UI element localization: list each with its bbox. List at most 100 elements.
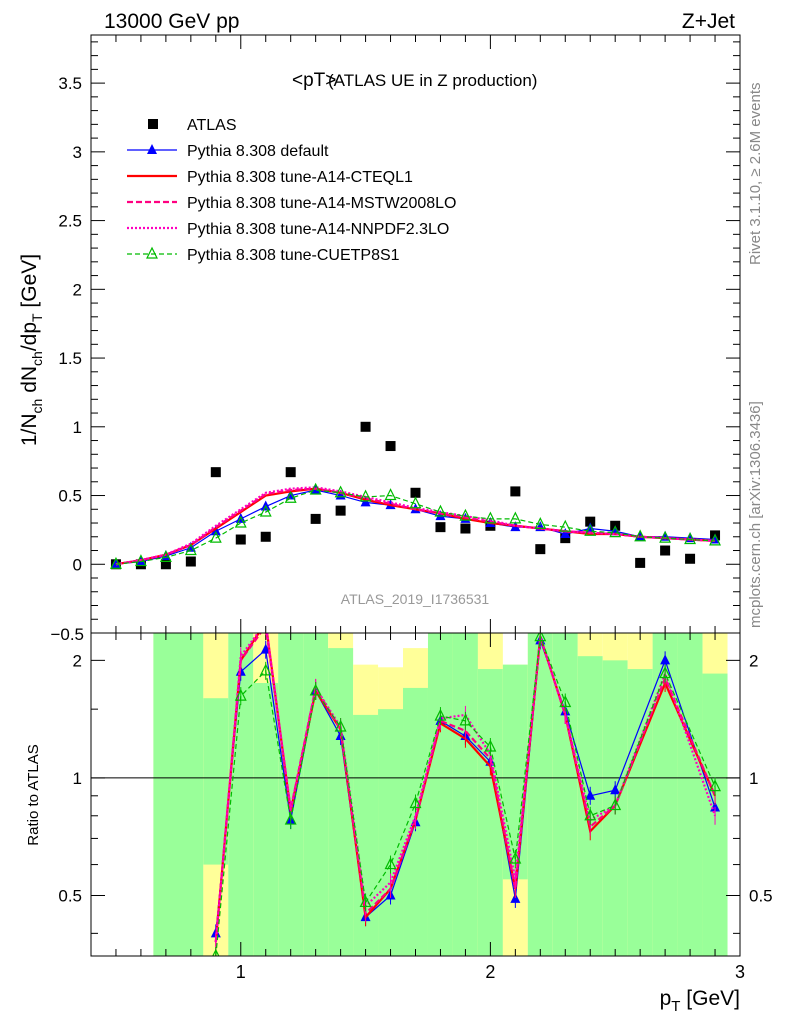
ratio-series-marker	[284, 812, 297, 825]
main-series-marker	[434, 504, 447, 517]
main-series-marker	[659, 530, 672, 543]
main-y-tick-label: 1	[73, 418, 82, 437]
main-series-line	[115, 487, 716, 566]
main-axes: 0 0.5 1 1.5 2 2.5 3 3.5	[58, 35, 740, 633]
main-y-tick-label: 2	[73, 280, 82, 299]
atlas-data-point	[260, 531, 271, 542]
main-series-marker	[259, 504, 272, 517]
main-series-marker	[709, 533, 722, 546]
main-series-marker	[134, 554, 147, 567]
main-series-marker	[560, 528, 571, 539]
main-title-sub: (ATLAS UE in Z production)	[328, 71, 537, 90]
atlas-data-point	[310, 513, 321, 524]
main-series-line	[115, 489, 716, 565]
atlas-data-point	[460, 523, 471, 534]
x-axis-label: pT [GeV]	[660, 987, 740, 1015]
rivet-label: Rivet 3.1.10, ≥ 2.6M events	[747, 83, 764, 266]
ratio-series-marker	[609, 798, 622, 811]
main-series-marker	[509, 511, 522, 524]
atlas-data-point	[285, 467, 296, 478]
main-y-minus-label: −0.5	[50, 625, 84, 644]
ratio-y-tick-label: 1	[73, 769, 82, 788]
ratio-series-marker	[585, 789, 596, 800]
main-y-tick-label: 2.5	[58, 212, 82, 231]
atlas-data-point	[410, 487, 421, 498]
main-y-tick-label: 3	[73, 143, 82, 162]
ratio-series-group	[210, 633, 722, 956]
x-tick-label: 3	[735, 962, 745, 982]
atlas-data-point	[160, 559, 171, 570]
band-inner	[452, 633, 478, 956]
main-series-marker	[234, 515, 247, 528]
band-inner	[278, 633, 304, 956]
atlas-data-point	[185, 556, 196, 567]
main-series-marker	[284, 490, 297, 503]
band-inner	[527, 633, 553, 956]
main-series-marker	[409, 496, 422, 509]
band-inner	[552, 633, 578, 956]
main-series-marker	[435, 510, 446, 521]
band-inner	[602, 660, 628, 956]
legend-label: Pythia 8.308 tune-A14-MSTW2008LO	[187, 195, 456, 212]
main-series-marker	[484, 511, 497, 524]
main-series-line	[115, 489, 716, 565]
main-y-tick-label: 0.5	[58, 487, 82, 506]
main-series-marker	[534, 517, 547, 529]
ratio-series-marker	[559, 695, 572, 708]
legend-marker	[148, 119, 158, 129]
ratio-series-marker	[234, 688, 247, 701]
analysis-tag: ATLAS_2019_I1736531	[341, 591, 490, 607]
main-series-marker	[559, 519, 572, 532]
band-inner	[477, 669, 503, 956]
main-series-marker	[309, 482, 322, 495]
band-inner	[253, 683, 279, 956]
ratio-series-marker	[484, 739, 497, 752]
main-series-marker	[384, 488, 397, 501]
main-series-marker	[609, 525, 622, 538]
main-title-main: <pT>	[292, 70, 336, 91]
band-inner	[627, 669, 653, 956]
ratio-axes: 0.5 0.5 1 1 2 2 1 2 3	[58, 633, 773, 982]
legend: ATLAS Pythia 8.308 default Pythia 8.308 tu…	[127, 117, 456, 264]
atlas-data-point	[385, 441, 396, 452]
atlas-data-point	[685, 553, 696, 564]
band-inner	[702, 673, 728, 956]
ratio-y-tick-label: 2	[73, 651, 82, 670]
ratio-series-marker	[212, 948, 220, 956]
ratio-series-marker	[659, 666, 672, 679]
atlas-data-point	[585, 516, 596, 527]
atlas-data-point	[660, 545, 671, 556]
atlas-data-point	[560, 533, 571, 544]
ratio-y-tick-label-right: 1	[749, 769, 758, 788]
ratio-y-tick-label-right: 0.5	[749, 887, 773, 906]
atlas-data-point	[235, 534, 246, 545]
band-inner	[577, 656, 603, 956]
ratio-series-marker	[384, 857, 397, 870]
ratio-y-tick-label: 0.5	[58, 887, 82, 906]
ratio-series-marker	[534, 633, 547, 642]
band-inner	[228, 633, 254, 956]
atlas-data-point	[335, 505, 346, 516]
ratio-series-marker	[509, 851, 522, 864]
mcplots-label: mcplots.cern.ch [arXiv:1306.3436]	[747, 401, 764, 628]
band-inner	[153, 633, 204, 956]
atlas-data-point	[535, 544, 546, 555]
band-inner	[378, 709, 404, 956]
legend-label: Pythia 8.308 tune-A14-NNPDF2.3LO	[187, 221, 449, 238]
main-series-marker	[210, 525, 221, 536]
main-series-marker	[684, 532, 697, 545]
legend-label: Pythia 8.308 tune-A14-CTEQL1	[187, 169, 413, 186]
main-series-marker	[634, 529, 647, 542]
ratio-series-marker	[309, 683, 322, 696]
main-panel: 0 0.5 1 1.5 2 2.5 3 3.5 <pT> (ATLAS UE in Z pro…	[18, 34, 741, 644]
ratio-y-axis-label: Ratio to ATLAS	[25, 744, 42, 845]
band-inner	[427, 633, 453, 956]
atlas-data-point	[510, 486, 521, 497]
legend-label: Pythia 8.308 default	[187, 143, 329, 160]
ratio-series-marker	[334, 719, 347, 732]
main-series-marker	[109, 556, 122, 569]
legend-marker	[146, 246, 158, 259]
main-series-marker	[184, 543, 197, 556]
band-inner	[677, 633, 703, 956]
